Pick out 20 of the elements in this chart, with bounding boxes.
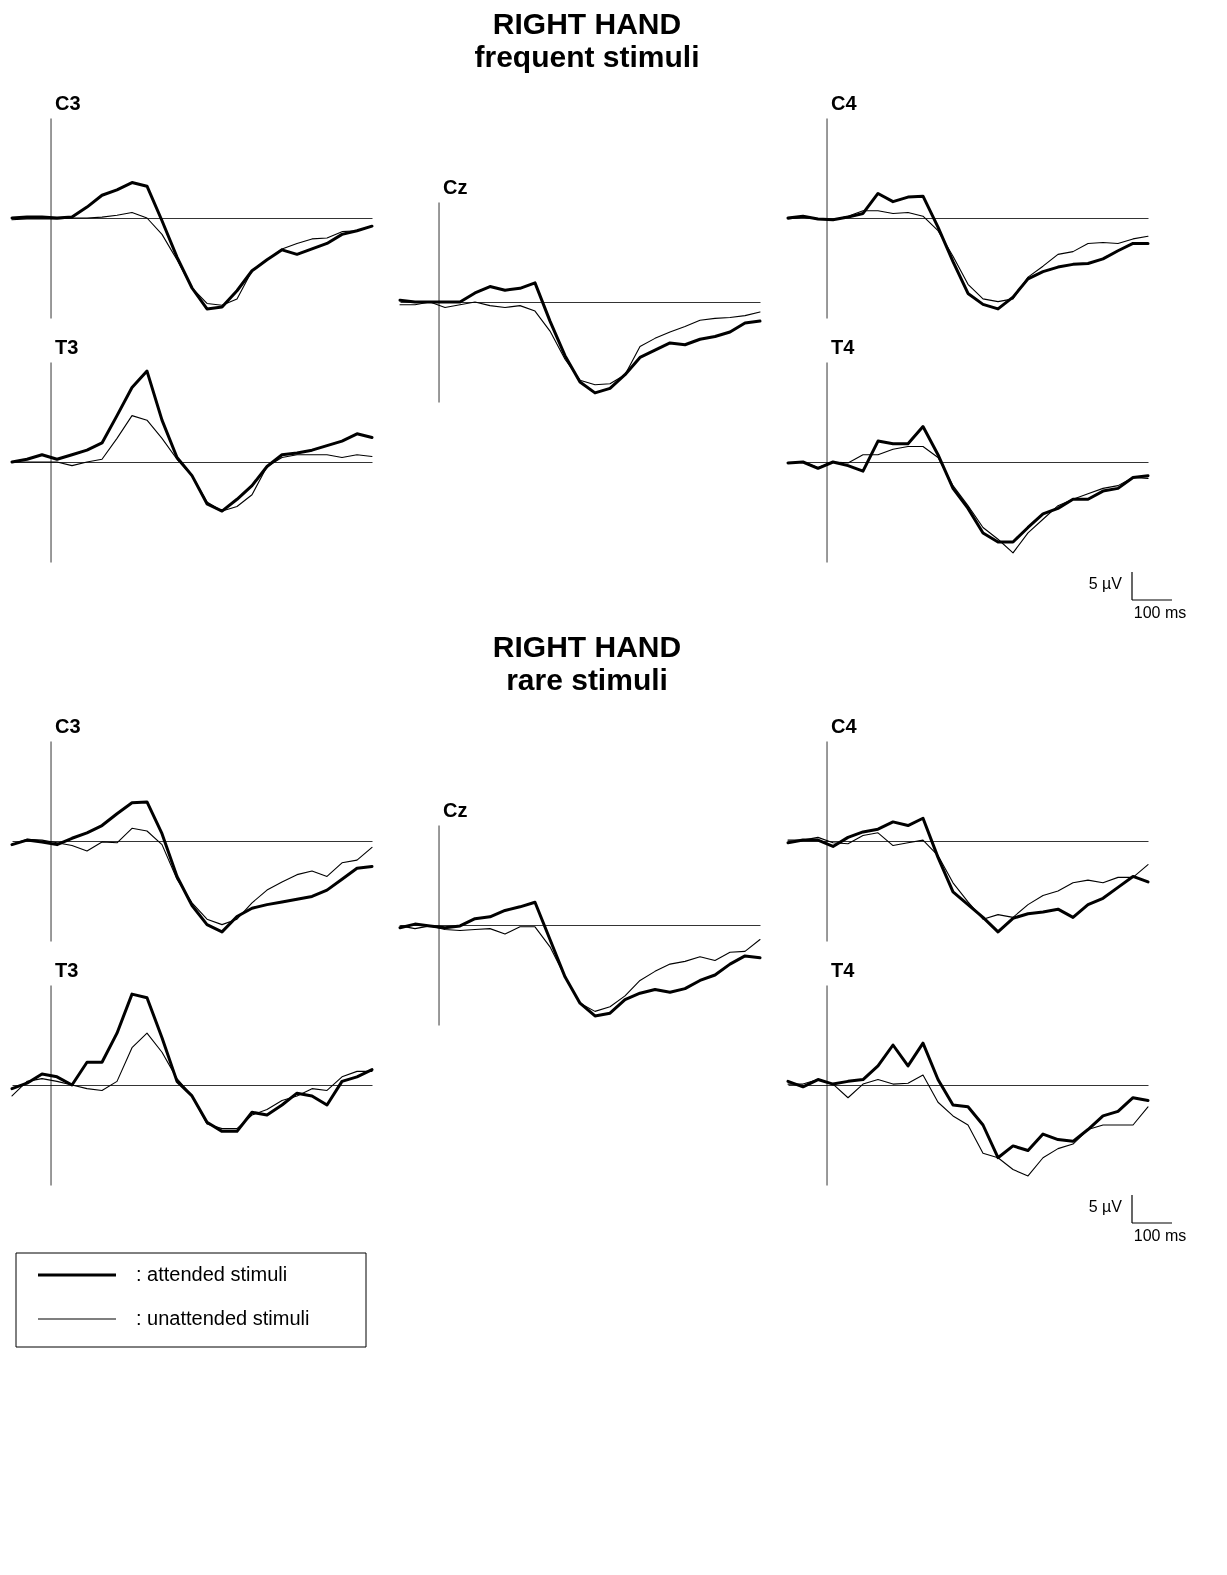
- chart-title: T4: [831, 336, 856, 358]
- chart-title: T3: [55, 336, 79, 358]
- chart-title: C4: [831, 92, 858, 114]
- text: RIGHT HAND: [492, 7, 682, 40]
- legend-label: : attended stimuli: [136, 1263, 288, 1285]
- text: rare stimuli: [506, 663, 668, 696]
- text: frequent stimuli: [474, 40, 700, 73]
- chart-title: Cz: [443, 799, 468, 821]
- chart-title: Cz: [443, 176, 468, 198]
- chart-title: C4: [831, 715, 858, 737]
- text: 100 ms: [1133, 604, 1187, 621]
- text: RIGHT HAND: [492, 630, 682, 663]
- chart-title: T4: [831, 959, 856, 981]
- legend-label: : unattended stimuli: [136, 1307, 310, 1329]
- chart-title: C3: [55, 92, 81, 114]
- chart-title: T3: [55, 959, 79, 981]
- text: 5 µV: [1088, 1198, 1123, 1215]
- chart-title: C3: [55, 715, 81, 737]
- text: 5 µV: [1088, 575, 1123, 592]
- text: 100 ms: [1133, 1227, 1187, 1244]
